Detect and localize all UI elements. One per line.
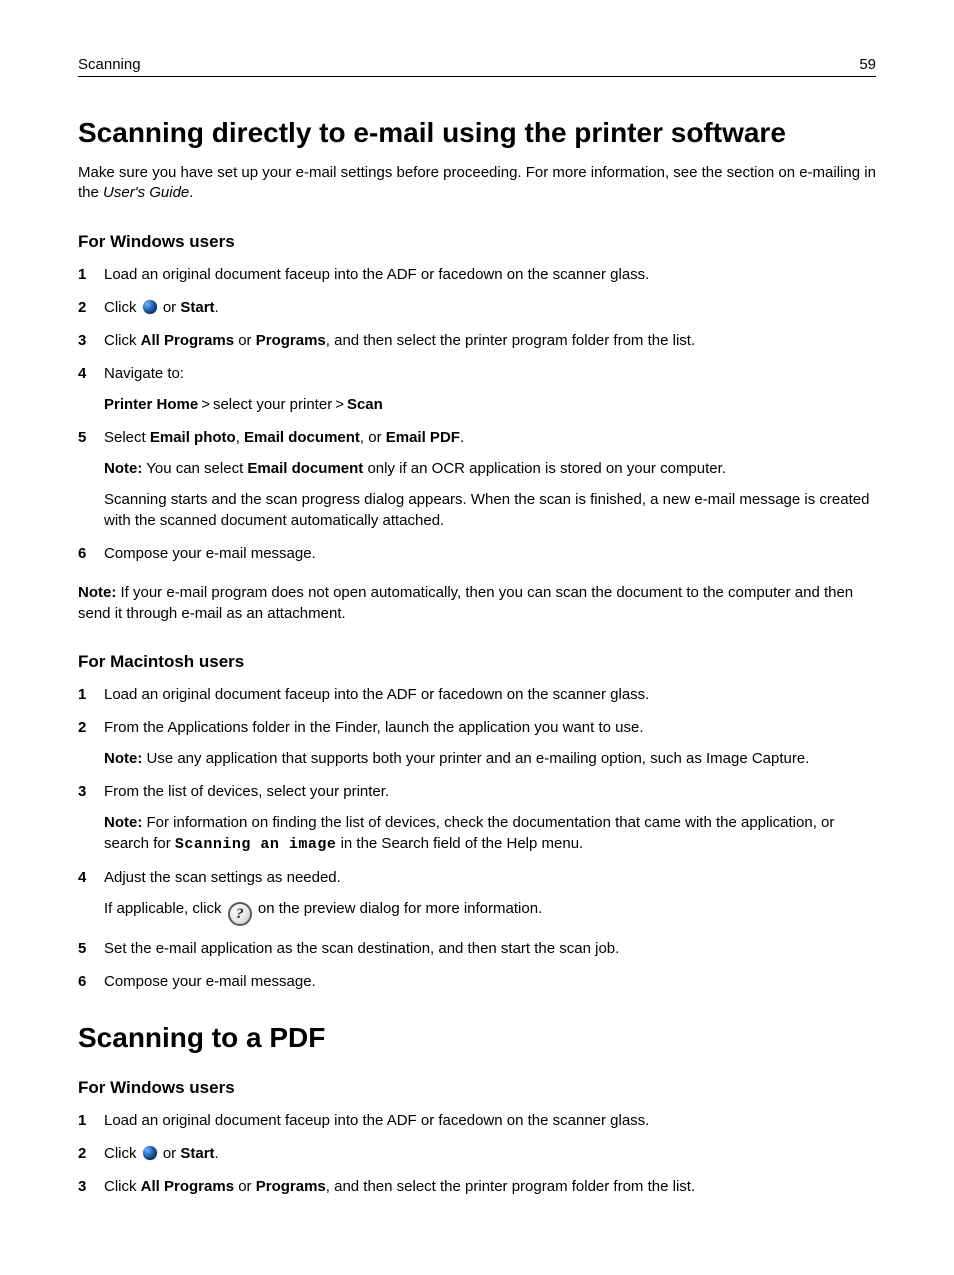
subhead-windows-2: For Windows users (78, 1078, 876, 1098)
step-2: From the Applications folder in the Find… (78, 717, 876, 769)
nav-path: Printer Home>select your printer>Scan (104, 394, 876, 415)
nav-path-text: select your printer (213, 396, 332, 413)
step-2: Click or Start. (78, 297, 876, 318)
subhead-windows-1: For Windows users (78, 232, 876, 252)
heading-scan-to-pdf: Scanning to a PDF (78, 1022, 876, 1054)
step-text: . (460, 429, 464, 446)
intro-emphasis: User's Guide (103, 184, 189, 201)
step-text: Click (104, 1178, 141, 1195)
header-section-name: Scanning (78, 56, 141, 73)
email-photo-label: Email photo (150, 429, 236, 446)
windows-orb-icon (143, 1146, 157, 1160)
note-label: Note: (78, 584, 116, 601)
subhead-mac: For Macintosh users (78, 652, 876, 672)
search-term: Scanning an image (175, 836, 337, 853)
step-text: , or (360, 429, 386, 446)
step-text: Select (104, 429, 150, 446)
programs-label: Programs (256, 1178, 326, 1195)
running-header: Scanning 59 (78, 56, 876, 77)
step-text: Click (104, 332, 141, 349)
note-label: Note: (104, 460, 142, 477)
step-1: Load an original document faceup into th… (78, 684, 876, 705)
step-text: or (234, 332, 256, 349)
step-text: , (236, 429, 244, 446)
step-text: , and then select the printer program fo… (326, 332, 695, 349)
step-6: Compose your e‑mail message. (78, 971, 876, 992)
windows-orb-icon (143, 300, 157, 314)
step-2: Click or Start. (78, 1143, 876, 1164)
step-3: From the list of devices, select your pr… (78, 781, 876, 855)
note-label: Note: (104, 750, 142, 767)
step-text: Load an original document faceup into th… (104, 1112, 649, 1129)
step-text: . (215, 299, 219, 316)
step-text: Load an original document faceup into th… (104, 266, 649, 283)
step-text: or (234, 1178, 256, 1195)
email-document-label: Email document (247, 460, 363, 477)
breadcrumb-separator: > (335, 396, 344, 413)
note-text: only if an OCR application is stored on … (363, 460, 726, 477)
step-5: Set the e‑mail application as the scan d… (78, 938, 876, 959)
step-text: or (159, 299, 181, 316)
all-programs-label: All Programs (141, 1178, 234, 1195)
step-4: Adjust the scan settings as needed. If a… (78, 867, 876, 927)
step-text: Navigate to: (104, 365, 184, 382)
step-5: Select Email photo, Email document, or E… (78, 427, 876, 531)
step-text: From the list of devices, select your pr… (104, 783, 389, 800)
step-text: Load an original document faceup into th… (104, 686, 649, 703)
step-text: Adjust the scan settings as needed. (104, 869, 341, 886)
intro-text: Make sure you have set up your e‑mail se… (78, 164, 876, 201)
step-6: Compose your e‑mail message. (78, 543, 876, 564)
document-page: Scanning 59 Scanning directly to e‑mail … (0, 0, 954, 1275)
programs-label: Programs (256, 332, 326, 349)
step-text: or (159, 1145, 181, 1162)
step-continuation: Scanning starts and the scan progress di… (104, 489, 876, 531)
steps-windows-2: Load an original document faceup into th… (78, 1110, 876, 1197)
email-document-label: Email document (244, 429, 360, 446)
start-label: Start (180, 299, 214, 316)
step-text: on the preview dialog for more informati… (254, 900, 542, 917)
step-text: Click (104, 299, 141, 316)
steps-windows-1: Load an original document faceup into th… (78, 264, 876, 564)
breadcrumb-separator: > (201, 396, 210, 413)
step-text: Compose your e‑mail message. (104, 545, 316, 562)
step-text: Compose your e‑mail message. (104, 973, 316, 990)
note-text: Use any application that supports both y… (142, 750, 809, 767)
note-block: Note: Use any application that supports … (104, 748, 876, 769)
note-text: If your e‑mail program does not open aut… (78, 584, 853, 622)
step-text: , and then select the printer program fo… (326, 1178, 695, 1195)
trailing-note: Note: If your e‑mail program does not op… (78, 582, 876, 624)
step-1: Load an original document faceup into th… (78, 1110, 876, 1131)
steps-mac: Load an original document faceup into th… (78, 684, 876, 993)
intro-paragraph: Make sure you have set up your e‑mail se… (78, 163, 876, 204)
scan-label: Scan (347, 396, 383, 413)
all-programs-label: All Programs (141, 332, 234, 349)
note-text: in the Search field of the Help menu. (336, 835, 583, 852)
header-page-number: 59 (859, 56, 876, 73)
step-1: Load an original document faceup into th… (78, 264, 876, 285)
email-pdf-label: Email PDF (386, 429, 460, 446)
step-text: From the Applications folder in the Find… (104, 719, 644, 736)
start-label: Start (180, 1145, 214, 1162)
step-text: If applicable, click (104, 900, 226, 917)
help-icon: ? (228, 902, 252, 926)
step-text: Set the e‑mail application as the scan d… (104, 940, 619, 957)
note-block: Note: For information on finding the lis… (104, 812, 876, 855)
step-text: . (215, 1145, 219, 1162)
step-3: Click All Programs or Programs, and then… (78, 1176, 876, 1197)
step-4: Navigate to: Printer Home>select your pr… (78, 363, 876, 415)
note-text: You can select (142, 460, 247, 477)
note-block: Note: You can select Email document only… (104, 458, 876, 479)
printer-home-label: Printer Home (104, 396, 198, 413)
step-continuation: If applicable, click ? on the preview di… (104, 898, 876, 927)
step-text: Click (104, 1145, 141, 1162)
note-label: Note: (104, 814, 142, 831)
heading-scan-to-email: Scanning directly to e‑mail using the pr… (78, 117, 876, 149)
intro-tail: . (189, 184, 193, 201)
step-3: Click All Programs or Programs, and then… (78, 330, 876, 351)
